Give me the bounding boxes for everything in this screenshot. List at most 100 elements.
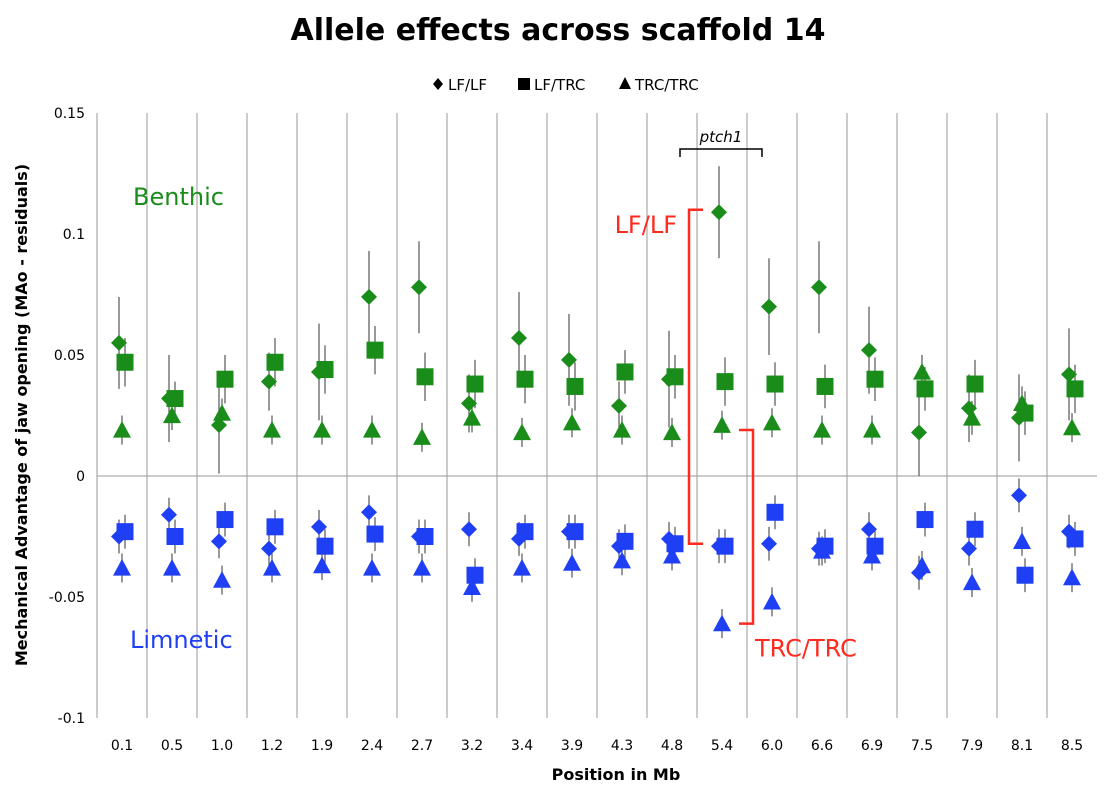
data-point-triangle bbox=[513, 558, 531, 576]
data-point-triangle bbox=[113, 558, 131, 576]
data-point-square bbox=[266, 518, 284, 536]
data-point-triangle bbox=[663, 546, 681, 564]
data-point-square bbox=[216, 511, 234, 529]
data-point-diamond bbox=[361, 504, 377, 521]
data-point-triangle bbox=[313, 421, 331, 438]
y-tick-label: -0.05 bbox=[49, 590, 85, 606]
data-point-diamond bbox=[611, 397, 627, 414]
data-point-square bbox=[466, 375, 484, 393]
data-point-diamond bbox=[961, 540, 977, 557]
x-tick-label: 1.0 bbox=[211, 738, 233, 754]
x-tick-label: 7.9 bbox=[961, 738, 983, 754]
x-tick-label: 8.1 bbox=[1011, 738, 1033, 754]
x-tick-label: 3.4 bbox=[511, 738, 533, 754]
data-point-square bbox=[316, 361, 334, 379]
chart-title: Allele effects across scaffold 14 bbox=[291, 13, 826, 48]
ptch1-label: ptch1 bbox=[699, 128, 743, 146]
x-tick-label: 0.5 bbox=[161, 738, 183, 754]
data-point-square bbox=[116, 523, 134, 541]
data-point-triangle bbox=[1063, 418, 1081, 436]
data-point-triangle bbox=[363, 558, 381, 576]
data-point-diamond bbox=[111, 334, 127, 351]
data-point-triangle bbox=[463, 408, 481, 426]
x-tick-label: 1.2 bbox=[261, 738, 283, 754]
annotations: ptch1 LF/LF TRC/TRC bbox=[615, 128, 857, 663]
data-point-diamond bbox=[711, 204, 727, 221]
y-tick-label: 0 bbox=[76, 469, 85, 485]
x-tick-label: 4.8 bbox=[661, 738, 683, 754]
data-point-square bbox=[116, 353, 134, 371]
legend-square-icon bbox=[518, 78, 530, 90]
y-tick-label: 0.15 bbox=[54, 106, 85, 122]
data-marks bbox=[111, 166, 1084, 639]
data-point-square bbox=[466, 566, 484, 584]
data-point-triangle bbox=[513, 423, 531, 441]
vertical-gridlines bbox=[146, 113, 1048, 718]
data-point-triangle bbox=[963, 573, 981, 591]
legend-diamond-icon bbox=[433, 78, 443, 90]
legend-item: TRC/TRC bbox=[619, 76, 699, 94]
data-point-diamond bbox=[361, 288, 377, 305]
data-point-square bbox=[816, 377, 834, 395]
data-point-square bbox=[316, 537, 334, 555]
data-point-square bbox=[366, 525, 384, 543]
x-tick-label: 6.9 bbox=[861, 738, 883, 754]
data-point-triangle bbox=[313, 556, 331, 574]
data-point-diamond bbox=[461, 521, 477, 538]
data-point-triangle bbox=[663, 423, 681, 441]
data-point-square bbox=[666, 535, 684, 553]
data-point-triangle bbox=[413, 558, 431, 576]
data-point-diamond bbox=[861, 521, 877, 538]
x-axis-title: Position in Mb bbox=[552, 765, 681, 784]
data-point-triangle bbox=[363, 421, 381, 438]
data-point-diamond bbox=[211, 533, 227, 550]
data-point-diamond bbox=[311, 518, 327, 535]
legend-item: LF/LF bbox=[433, 76, 487, 94]
data-point-square bbox=[416, 528, 434, 545]
legend-label: LF/TRC bbox=[534, 76, 585, 94]
data-point-triangle bbox=[213, 571, 231, 588]
data-point-triangle bbox=[813, 421, 831, 438]
data-point-diamond bbox=[761, 535, 777, 552]
data-point-triangle bbox=[763, 413, 781, 431]
data-point-triangle bbox=[563, 413, 581, 431]
data-point-diamond bbox=[211, 417, 227, 434]
data-point-square bbox=[566, 523, 584, 541]
lf-bracket bbox=[687, 208, 703, 546]
data-point-square bbox=[616, 532, 634, 550]
data-point-square bbox=[716, 537, 734, 555]
data-point-square bbox=[516, 523, 534, 541]
data-point-triangle bbox=[913, 556, 931, 574]
data-point-triangle bbox=[1013, 394, 1031, 412]
data-point-square bbox=[366, 341, 384, 359]
x-tick-label: 0.1 bbox=[111, 738, 133, 754]
data-point-square bbox=[916, 511, 934, 529]
data-point-triangle bbox=[163, 558, 181, 576]
data-point-triangle bbox=[863, 421, 881, 438]
data-point-diamond bbox=[761, 298, 777, 315]
data-point-triangle bbox=[113, 421, 131, 438]
limnetic-label: Limnetic bbox=[130, 626, 233, 654]
data-point-triangle bbox=[913, 362, 931, 380]
data-point-triangle bbox=[763, 592, 781, 610]
data-point-triangle bbox=[563, 554, 581, 571]
data-point-triangle bbox=[813, 542, 831, 559]
data-point-diamond bbox=[861, 342, 877, 359]
lf-bracket-label: LF/LF bbox=[615, 211, 677, 239]
x-tick-label: 2.7 bbox=[411, 738, 433, 754]
data-point-square bbox=[716, 373, 734, 391]
x-tick-label: 8.5 bbox=[1061, 738, 1083, 754]
data-point-triangle bbox=[263, 558, 281, 576]
data-point-diamond bbox=[1061, 366, 1077, 383]
x-tick-label: 7.5 bbox=[911, 738, 933, 754]
x-tick-label: 6.0 bbox=[761, 738, 783, 754]
legend-item: LF/TRC bbox=[518, 76, 585, 94]
data-point-diamond bbox=[261, 540, 277, 557]
data-point-triangle bbox=[713, 416, 731, 433]
y-tick-label: 0.05 bbox=[54, 348, 85, 364]
data-point-triangle bbox=[1063, 568, 1081, 586]
data-point-diamond bbox=[161, 506, 177, 523]
benthic-label: Benthic bbox=[133, 183, 224, 211]
data-point-square bbox=[966, 375, 984, 393]
